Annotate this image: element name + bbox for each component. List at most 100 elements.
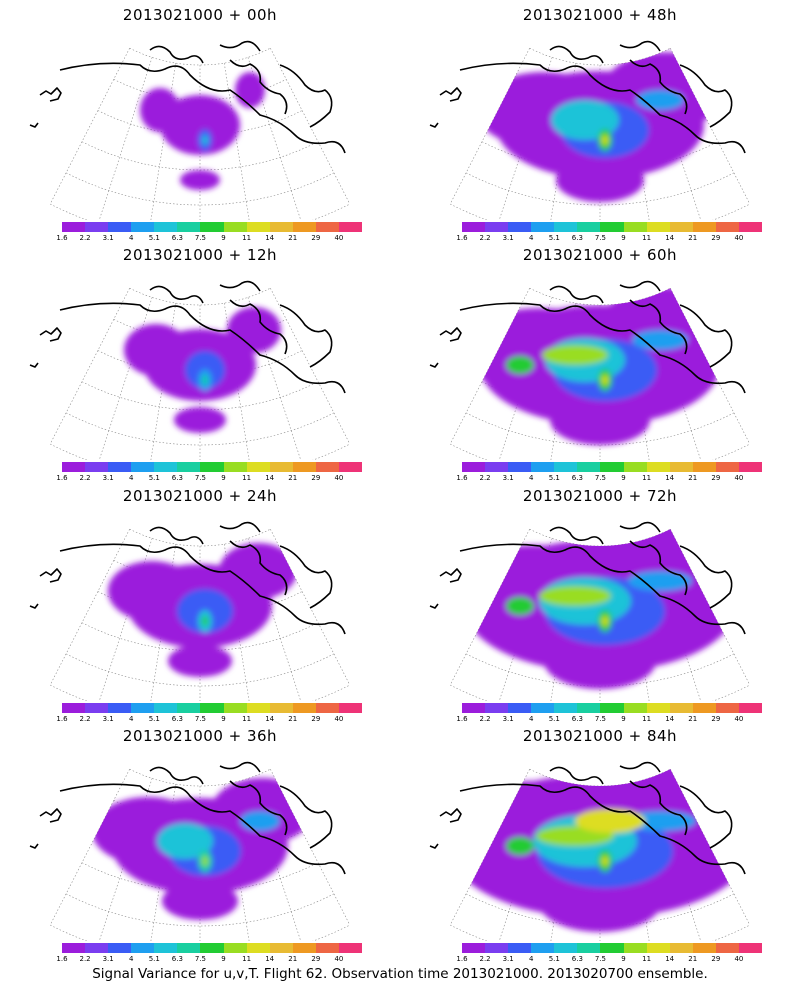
panel-title: 2013021000 + 84h (522, 727, 678, 745)
colorbar-labels: 1.6 2.2 3.1 4 5.1 6.3 7.5 9 11 14 21 29 40 (56, 474, 362, 484)
colorbar-tick-label: 9 (221, 234, 226, 242)
colorbar-labels: 1.6 2.2 3.1 4 5.1 6.3 7.5 9 11 14 21 29 40 (456, 234, 762, 244)
colorbar-tick-label: 3.1 (102, 234, 114, 242)
colorbar-tick-label: 4 (128, 234, 134, 242)
colorbar-swatch (646, 943, 670, 953)
variance-map (429, 761, 751, 941)
colorbar-swatch (692, 943, 716, 953)
colorbar-tick-label: 40 (734, 955, 744, 963)
variance-map (429, 40, 751, 220)
colorbar-tick-label: 6.3 (571, 474, 583, 482)
colorbar-swatch (577, 703, 601, 713)
coastline (29, 761, 346, 875)
colorbar-tick-label: 9 (221, 955, 226, 963)
colorbar-tick-label: 5.1 (148, 715, 160, 723)
colorbar-swatch (223, 943, 247, 953)
colorbar-tick-label: 3.1 (502, 474, 514, 482)
colorbar-swatch (200, 462, 224, 472)
colorbar-swatch (738, 462, 763, 472)
variance-map (29, 761, 351, 941)
coastline (429, 40, 746, 154)
panel-title: 2013021000 + 72h (522, 487, 678, 505)
colorbar-swatch (154, 703, 178, 713)
colorbar-tick-label: 4 (128, 715, 134, 723)
colorbar-tick-label: 11 (642, 234, 652, 242)
colorbar-swatch (738, 222, 763, 232)
colorbar-swatch (269, 943, 293, 953)
variance-map (29, 40, 351, 220)
colorbar-tick-label: 11 (642, 715, 652, 723)
colorbar-swatch (338, 943, 363, 953)
colorbar-swatch (85, 943, 109, 953)
colorbar-tick-label: 3.1 (502, 955, 514, 963)
colorbar-tick-label: 21 (688, 715, 698, 723)
colorbar (62, 703, 363, 713)
variance-field (92, 778, 313, 920)
colorbar-tick-label: 5.1 (148, 474, 160, 482)
colorbar-swatch (462, 703, 486, 713)
panel-title: 2013021000 + 36h (122, 727, 278, 745)
variance-map (29, 521, 351, 701)
colorbar-swatch (200, 703, 224, 713)
colorbar-tick-label: 11 (242, 474, 252, 482)
panel-48h: 2013021000 + 48h 1.6 2.2 3.1 4 5.1 6.3 7.5 9 11 1… (400, 0, 800, 245)
colorbar-swatch (623, 703, 647, 713)
colorbar-swatch (485, 703, 509, 713)
colorbar-tick-label: 2.2 (479, 955, 491, 963)
panel-title: 2013021000 + 60h (522, 246, 678, 264)
colorbar-swatch (531, 462, 555, 472)
colorbar-tick-label: 9 (621, 234, 626, 242)
colorbar (462, 462, 763, 472)
panel-72h: 2013021000 + 72h 1.6 2.2 3.1 4 5.1 6.3 7.5 9 11 1… (400, 481, 800, 726)
colorbar-tick-label: 9 (221, 715, 226, 723)
colorbar (62, 222, 363, 232)
colorbar-swatch (600, 943, 624, 953)
colorbar-swatch (292, 943, 316, 953)
colorbar-swatch (246, 703, 270, 713)
panel-12h: 2013021000 + 12h 1.6 2.2 3.1 4 5.1 6.3 7.5 9 11 1… (0, 240, 400, 485)
colorbar-tick-label: 5.1 (548, 715, 560, 723)
colorbar-tick-label: 7.5 (594, 474, 607, 482)
colorbar-swatch (292, 462, 316, 472)
colorbar-tick-label: 4 (128, 955, 134, 963)
colorbar-tick-label: 40 (734, 474, 744, 482)
colorbar-swatch (623, 462, 647, 472)
variance-field (124, 307, 281, 433)
colorbar-tick-label: 7.5 (594, 955, 607, 963)
colorbar-swatch (669, 943, 693, 953)
colorbar-tick-label: 2.2 (479, 474, 491, 482)
colorbar-swatch (462, 462, 486, 472)
colorbar-swatch (85, 222, 109, 232)
colorbar-swatch (62, 462, 86, 472)
colorbar-tick-label: 3.1 (102, 715, 114, 723)
colorbar-swatch (692, 222, 716, 232)
colorbar-tick-label: 11 (242, 955, 252, 963)
colorbar-swatch (577, 462, 601, 472)
colorbar-tick-label: 9 (221, 474, 226, 482)
colorbar (462, 943, 763, 953)
colorbar-swatch (154, 462, 178, 472)
colorbar-tick-label: 21 (688, 955, 698, 963)
colorbar (462, 222, 763, 232)
colorbar-swatch (646, 222, 670, 232)
colorbar-swatch (85, 703, 109, 713)
colorbar-tick-label: 4 (528, 474, 534, 482)
colorbar-labels: 1.6 2.2 3.1 4 5.1 6.3 7.5 9 11 14 21 29 40 (456, 474, 762, 484)
colorbar-tick-label: 11 (642, 474, 652, 482)
colorbar-tick-label: 40 (334, 474, 344, 482)
colorbar-labels: 1.6 2.2 3.1 4 5.1 6.3 7.5 9 11 14 21 29 40 (456, 955, 762, 965)
colorbar-swatch (623, 943, 647, 953)
colorbar-swatch (462, 943, 486, 953)
panel-title: 2013021000 + 12h (122, 246, 278, 264)
colorbar-tick-label: 21 (288, 955, 298, 963)
colorbar-swatch (669, 703, 693, 713)
colorbar-tick-label: 11 (242, 234, 252, 242)
colorbar-tick-label: 1.6 (56, 715, 68, 723)
coastline (29, 280, 346, 394)
variance-field (108, 543, 297, 677)
colorbar-labels: 1.6 2.2 3.1 4 5.1 6.3 7.5 9 11 14 21 29 40 (56, 234, 362, 244)
colorbar-swatch (600, 462, 624, 472)
colorbar-tick-label: 6.3 (171, 234, 183, 242)
colorbar-tick-label: 3.1 (502, 715, 514, 723)
colorbar-swatch (154, 943, 178, 953)
